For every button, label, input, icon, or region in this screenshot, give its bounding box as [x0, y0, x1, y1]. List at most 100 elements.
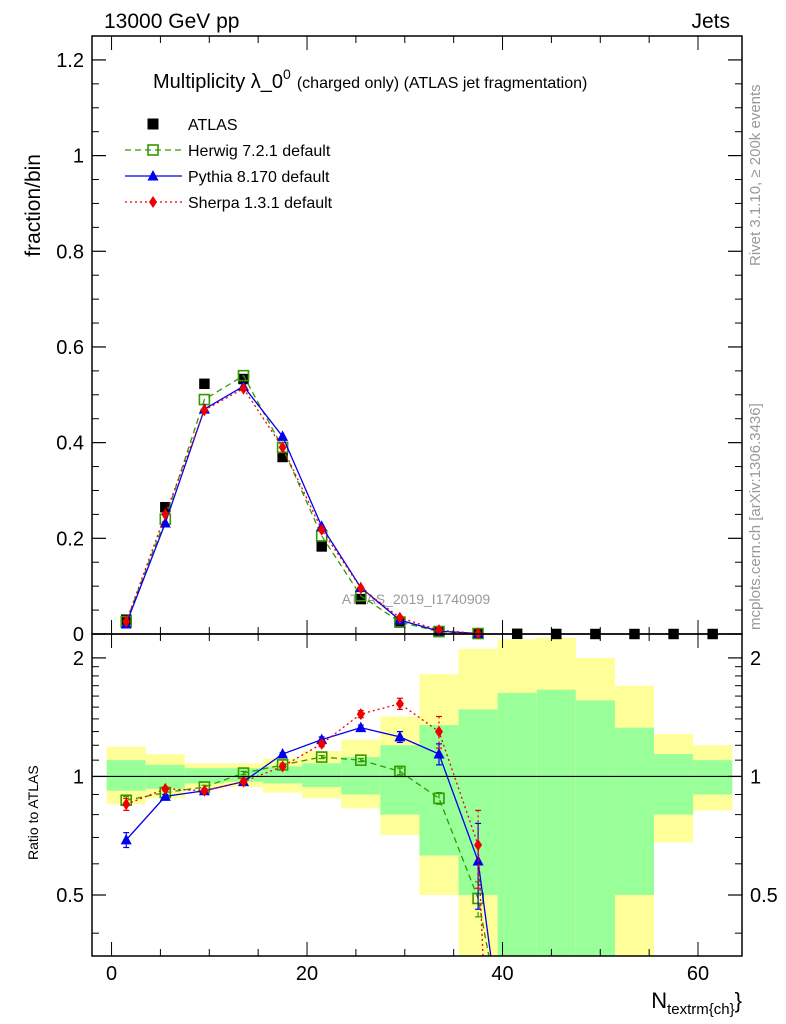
x-axis-label-close: } — [735, 988, 742, 1013]
inner-uncertainty-band — [341, 757, 381, 795]
legend-marker-atlas — [147, 118, 159, 130]
pythia-ratio-point — [277, 748, 289, 759]
main-panel-axes: 0 0.2 0.4 0.6 0.8 1 1.2 — [56, 36, 742, 646]
legend-marker-herwig — [147, 144, 159, 156]
pythia-ratio-point — [120, 833, 132, 845]
atlas-main-point — [277, 451, 288, 463]
x-axis-label-subscript: textrm{ch} — [667, 1001, 735, 1018]
sherpa-ratio-point — [200, 784, 209, 797]
ratio-y-tick-label-right: 2 — [750, 648, 761, 670]
main-y-tick-label: 0.8 — [56, 241, 84, 263]
herwig-main-line — [125, 374, 479, 635]
ratio-y-tick-label-left: 0.5 — [56, 885, 84, 907]
pythia-ratio-point — [433, 748, 445, 759]
pythia-ratio-point — [394, 730, 406, 742]
chart-title: Multiplicity λ_00 (charged only) (ATLAS j… — [153, 66, 587, 93]
legend-label-sherpa: Sherpa 1.3.1 default — [188, 195, 333, 212]
sherpa-ratio-point — [434, 725, 443, 738]
sherpa-ratio-point — [278, 760, 287, 773]
header-process-label: 13000 GeV pp — [104, 10, 239, 33]
x-tick-label: 0 — [106, 963, 117, 985]
sherpa-main-point — [434, 624, 443, 637]
sherpa-main-point — [395, 611, 404, 624]
x-tick-label: 40 — [491, 963, 513, 985]
legend-marker-sherpa — [149, 196, 157, 208]
ratio-y-tick-label-left: 2 — [73, 648, 84, 670]
main-panel-series — [120, 369, 718, 640]
ratio-y-tick-label-right: 0.5 — [750, 885, 778, 907]
main-y-tick-label: 0.6 — [56, 337, 84, 359]
ratio-panel-axes: 0.5 0.51 12 20 20 40 60 — [56, 634, 778, 985]
legend: ATLAS Herwig 7.2.1 default Pythia 8.170 de… — [125, 117, 333, 212]
herwig-ratio-point — [354, 754, 367, 766]
pythia-ratio-point — [472, 854, 484, 866]
sherpa-ratio-point — [395, 697, 404, 710]
legend-label-atlas: ATLAS — [188, 117, 238, 134]
inner-uncertainty-band — [497, 692, 537, 956]
sherpa-ratio-point — [239, 775, 248, 788]
rivet-version-label: Rivet 3.1.10, ≥ 200k events — [747, 84, 764, 266]
atlas-main-point — [316, 541, 327, 552]
x-axis-label: Ntextrm{ch}} — [651, 988, 742, 1018]
sherpa-ratio-point — [317, 737, 326, 750]
sherpa-main-point — [200, 404, 209, 417]
inner-uncertainty-band — [614, 727, 655, 895]
pythia-ratio-point — [355, 721, 367, 733]
sherpa-main-point — [356, 582, 365, 595]
main-y-tick-label: 0.4 — [56, 433, 84, 455]
sherpa-main-point — [278, 441, 287, 454]
main-y-tick-label: 0 — [73, 624, 84, 646]
inner-uncertainty-band — [106, 760, 146, 791]
main-y-tick-label: 0.2 — [56, 528, 84, 550]
header-category-label: Jets — [691, 10, 730, 33]
chart-title-rest: (charged only) (ATLAS jet fragmentation) — [297, 75, 588, 92]
ratio-y-tick-label-right: 1 — [750, 766, 761, 788]
pythia-main-point — [159, 517, 171, 528]
ratio-y-axis-label: Ratio to ATLAS — [25, 765, 41, 860]
chart-title-superscript: 0 — [283, 66, 291, 82]
inner-uncertainty-band — [575, 700, 615, 956]
herwig-ratio-point — [433, 792, 445, 805]
pythia-ratio-point — [159, 790, 171, 801]
atlas-main-point — [238, 373, 249, 385]
inner-uncertainty-band — [302, 763, 342, 788]
sherpa-main-point — [239, 382, 248, 395]
inner-uncertainty-band — [654, 754, 694, 815]
inner-uncertainty-band — [263, 766, 303, 784]
mcplots-reference-label: mcplots.cern.ch [arXiv:1306.3436] — [747, 403, 764, 630]
inner-uncertainty-band — [536, 689, 576, 956]
x-tick-label: 60 — [687, 963, 709, 985]
atlas-main-point — [199, 378, 210, 390]
pythia-main-point — [277, 430, 289, 441]
sherpa-ratio-point — [161, 782, 170, 795]
herwig-ratio-point — [315, 751, 328, 763]
inner-uncertainty-band — [693, 760, 733, 795]
inner-uncertainty-band — [380, 745, 420, 815]
pythia-main-line — [125, 385, 479, 635]
sherpa-main-line — [125, 387, 479, 635]
legend-label-herwig: Herwig 7.2.1 default — [188, 143, 331, 160]
sherpa-main-point — [317, 523, 326, 536]
atlas-main-point — [160, 501, 171, 513]
sherpa-main-point — [122, 615, 131, 628]
sherpa-ratio-line — [125, 703, 484, 957]
sherpa-ratio-point — [122, 798, 131, 811]
x-axis-label-main: N — [651, 988, 667, 1013]
sherpa-main-point — [161, 508, 170, 521]
legend-label-pythia: Pythia 8.170 default — [188, 169, 330, 186]
ratio-panel-frame — [91, 633, 743, 957]
chart-title-main: Multiplicity λ_0 — [153, 71, 283, 93]
sherpa-ratio-point — [474, 838, 483, 851]
main-y-axis-label: fraction/bin — [22, 154, 45, 257]
sherpa-ratio-point — [356, 708, 365, 721]
x-tick-label: 20 — [296, 963, 318, 985]
legend-marker-pythia — [147, 170, 159, 181]
main-y-tick-label: 1.2 — [56, 50, 84, 72]
main-y-tick-label: 1 — [73, 146, 84, 168]
ratio-panel-series — [120, 697, 492, 957]
inner-uncertainty-band — [184, 768, 224, 784]
ratio-uncertainty-bands — [106, 637, 733, 956]
ratio-y-tick-label-left: 1 — [73, 766, 84, 788]
atlas-main-point — [355, 593, 367, 605]
